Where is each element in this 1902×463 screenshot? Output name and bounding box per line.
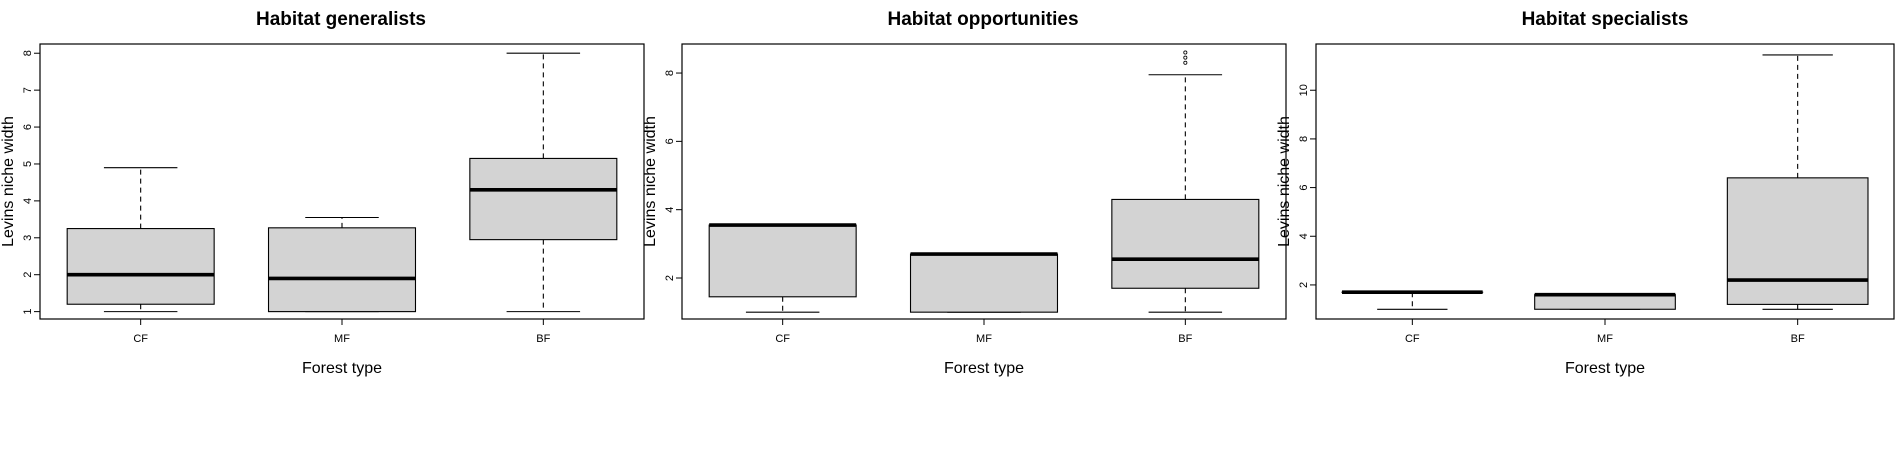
x-axis-label: Forest type xyxy=(1565,360,1645,377)
y-tick-label: 10 xyxy=(1298,84,1310,96)
y-tick-label: 1 xyxy=(22,309,34,315)
y-tick-label: 5 xyxy=(22,161,34,167)
y-tick-label: 4 xyxy=(22,198,34,204)
outlier-point xyxy=(1183,60,1188,65)
x-tick-label: MF xyxy=(976,333,992,345)
box-BF xyxy=(1726,177,1869,305)
y-tick-label: 6 xyxy=(664,138,676,144)
box-CF xyxy=(66,228,215,305)
y-tick-label: 3 xyxy=(22,235,34,241)
box-BF xyxy=(469,157,618,241)
y-tick-label: 2 xyxy=(664,275,676,281)
chart-panel-0: Habitat generalists 1 2 3 4 5 6 7 8 Levins niche … xyxy=(0,9,645,377)
x-tick-label: CF xyxy=(1405,333,1420,345)
x-tick-label: BF xyxy=(1791,333,1805,345)
y-tick-label: 8 xyxy=(22,50,34,56)
x-tick-label: CF xyxy=(775,333,790,345)
box-BF xyxy=(1111,198,1260,289)
y-tick-label: 2 xyxy=(22,272,34,278)
y-axis-label: Levins niche width xyxy=(1276,116,1293,247)
box-MF xyxy=(909,253,1059,313)
outlier-point xyxy=(1183,55,1188,60)
box-MF xyxy=(1534,294,1676,310)
box-MF xyxy=(267,227,417,313)
outlier-point xyxy=(1183,50,1188,55)
y-tick-label: 4 xyxy=(1298,233,1310,239)
chart-title: Habitat specialists xyxy=(1522,9,1689,30)
y-axis-label: Levins niche width xyxy=(0,116,17,247)
x-tick-label: MF xyxy=(334,333,350,345)
y-tick-label: 4 xyxy=(664,207,676,213)
x-tick-label: BF xyxy=(536,333,550,345)
chart-title: Habitat opportunities xyxy=(887,9,1078,30)
x-axis-label: Forest type xyxy=(302,360,382,377)
box-CF xyxy=(708,224,857,298)
y-tick-label: 8 xyxy=(1298,136,1310,142)
chart-panel-1: Habitat opportunities 2 4 6 8 Levins niche wi… xyxy=(642,9,1287,377)
y-tick-label: 6 xyxy=(1298,185,1310,191)
chart-panel-2: Habitat specialists 2 4 6 8 10 Levins niche wi… xyxy=(1276,9,1895,377)
y-axis-label: Levins niche width xyxy=(642,116,659,247)
x-tick-label: BF xyxy=(1178,333,1192,345)
chart-title: Habitat generalists xyxy=(256,9,426,30)
y-tick-label: 2 xyxy=(1298,282,1310,288)
x-axis-label: Forest type xyxy=(944,360,1024,377)
y-tick-label: 8 xyxy=(664,70,676,76)
x-tick-label: MF xyxy=(1597,333,1613,345)
y-tick-label: 7 xyxy=(22,87,34,93)
y-tick-label: 6 xyxy=(22,124,34,130)
x-tick-label: CF xyxy=(133,333,148,345)
